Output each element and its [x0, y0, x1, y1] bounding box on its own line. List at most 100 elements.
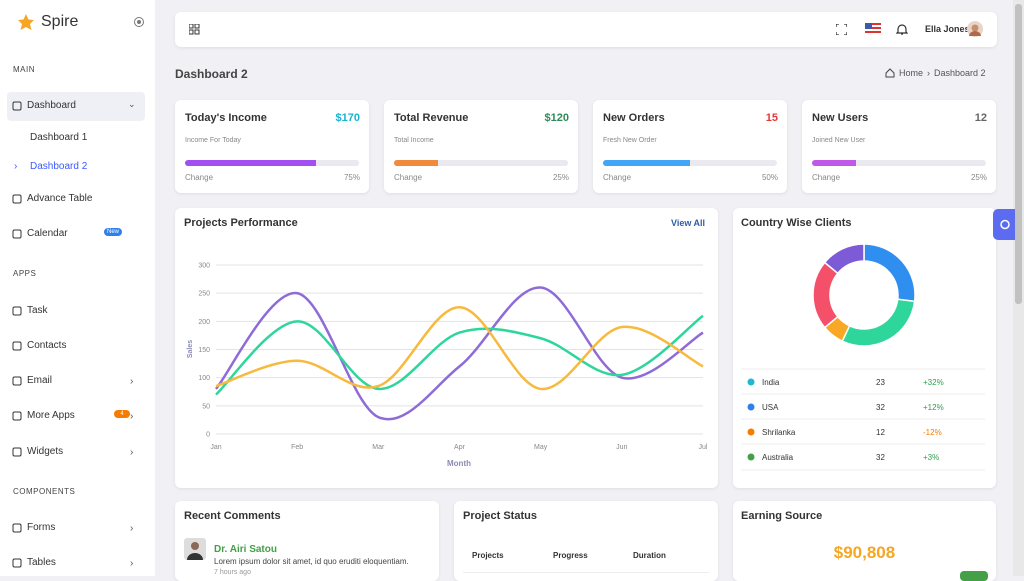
stat-title: New Users	[812, 112, 869, 124]
y-tick-label: 150	[198, 347, 210, 354]
home-icon[interactable]	[885, 68, 895, 78]
flag-icon[interactable]	[865, 23, 881, 35]
nav-item[interactable]: Task	[27, 305, 48, 316]
country-name: Australia	[762, 453, 794, 462]
earning-value: $90,808	[833, 543, 896, 562]
client-change: -12%	[923, 428, 942, 437]
nav-icon	[12, 447, 22, 457]
earning-card: Earning Source $90,808	[733, 501, 996, 581]
nav-icon	[12, 523, 22, 533]
nav-chevron: ›	[130, 411, 134, 422]
stat-card: New Users 12 Joined New User Change 25%	[802, 100, 996, 193]
nav-subitem[interactable]: Dashboard 1	[30, 132, 88, 143]
stat-subtitle: Joined New User	[812, 137, 866, 144]
table-divider	[463, 572, 709, 573]
legend-dot	[747, 453, 755, 461]
nav-item[interactable]: Forms	[27, 522, 56, 533]
x-tick-label: Feb	[291, 444, 303, 451]
stat-value: 12	[974, 112, 987, 124]
y-tick-label: 0	[206, 432, 210, 439]
scrollbar	[1013, 0, 1024, 576]
nav-item[interactable]: Widgets	[27, 446, 64, 457]
sidebar-toggle[interactable]	[133, 16, 145, 28]
stat-percent: 75%	[343, 173, 360, 182]
x-tick-label: Jan	[210, 444, 221, 451]
nav-active-bg	[7, 92, 145, 121]
x-axis-label: Month	[447, 459, 471, 468]
stat-change: Change	[812, 173, 841, 182]
apps-icon[interactable]	[189, 24, 200, 35]
nav-chevron: ›	[130, 447, 134, 458]
breadcrumb-item[interactable]: Home	[899, 68, 924, 78]
stat-value: $170	[335, 112, 360, 124]
project-status-card: Project Status Projects Progress Duratio…	[454, 501, 718, 581]
stat-change: Change	[603, 173, 632, 182]
stat-percent: 25%	[970, 173, 987, 182]
client-change: +12%	[923, 403, 944, 412]
nav-chevron: ›	[130, 376, 134, 387]
nav-chevron: ⌄	[128, 99, 136, 109]
nav-icon	[12, 558, 22, 568]
nav-item[interactable]: Dashboard	[27, 100, 76, 111]
y-tick-label: 100	[198, 375, 210, 382]
nav-item[interactable]: Email	[27, 375, 53, 386]
y-tick-label: 50	[202, 403, 210, 410]
line-chart: 0 50 100 150 200 250 300 Jan Feb Mar Apr May Jun Jul M…	[187, 263, 708, 469]
y-tick-label: 300	[198, 263, 210, 270]
progress-track	[394, 160, 568, 166]
nav-icon	[12, 341, 22, 351]
view-all-link[interactable]: View All	[671, 218, 706, 228]
sidebar: Spire MAIN Dashboard ⌄ Dashboard 1 › Dashboar…	[0, 0, 155, 576]
fullscreen-icon[interactable]	[836, 24, 847, 35]
nav-icon	[12, 376, 22, 386]
card-title: Recent Comments	[184, 510, 281, 522]
notification-icon[interactable]	[896, 23, 908, 36]
stat-title: New Orders	[603, 112, 665, 124]
donut-segment	[812, 261, 839, 329]
nav-item[interactable]: Calendar	[27, 228, 68, 239]
card-title: Country Wise Clients	[741, 217, 852, 229]
nav-chevron: ›	[130, 558, 134, 569]
nav-item[interactable]: Contacts	[27, 340, 67, 351]
breadcrumb-item: Dashboard 2	[934, 68, 986, 78]
stat-change: Change	[394, 173, 423, 182]
card-title: Projects Performance	[184, 217, 298, 229]
legend-dot	[747, 378, 755, 386]
nav-subitem[interactable]: Dashboard 2	[30, 161, 88, 172]
column-header: Projects	[472, 551, 504, 560]
user-avatar[interactable]	[967, 21, 983, 37]
stat-title: Today's Income	[185, 112, 267, 124]
x-tick-label: May	[534, 444, 548, 451]
legend-dot	[747, 403, 755, 411]
card-title: Project Status	[463, 510, 537, 522]
nav-item[interactable]: More Apps	[27, 410, 75, 421]
nav-icon	[12, 229, 22, 239]
donut-segment	[841, 298, 916, 347]
stat-card: Today's Income $170 Income For Today Change…	[175, 100, 369, 193]
client-count: 12	[876, 428, 885, 437]
brand-name: Spire	[41, 13, 79, 30]
legend-dot	[747, 428, 755, 436]
settings-button[interactable]	[993, 209, 1015, 240]
user-name[interactable]: Ella Jones	[925, 24, 970, 34]
y-axis-label: Sales	[187, 340, 194, 358]
nav-item[interactable]: Advance Table	[27, 193, 93, 204]
nav-chevron: ›	[130, 523, 134, 534]
progress-track	[603, 160, 777, 166]
client-count: 32	[876, 403, 885, 412]
progress-bar	[185, 160, 316, 166]
earning-badge	[960, 571, 988, 581]
comment-time: 7 hours ago	[214, 569, 251, 576]
progress-bar	[812, 160, 856, 166]
stat-title: Total Revenue	[394, 112, 469, 124]
stat-value: $120	[544, 112, 569, 124]
column-header: Progress	[553, 551, 588, 560]
top-header: Ella Jones	[175, 12, 997, 47]
country-name: Shrilanka	[762, 428, 796, 437]
nav-chevron: ›	[14, 161, 18, 172]
x-tick-label: Jun	[616, 444, 627, 451]
x-tick-label: Jul	[699, 444, 708, 451]
nav-item[interactable]: Tables	[27, 557, 56, 568]
page-title: Dashboard 2	[175, 67, 248, 81]
